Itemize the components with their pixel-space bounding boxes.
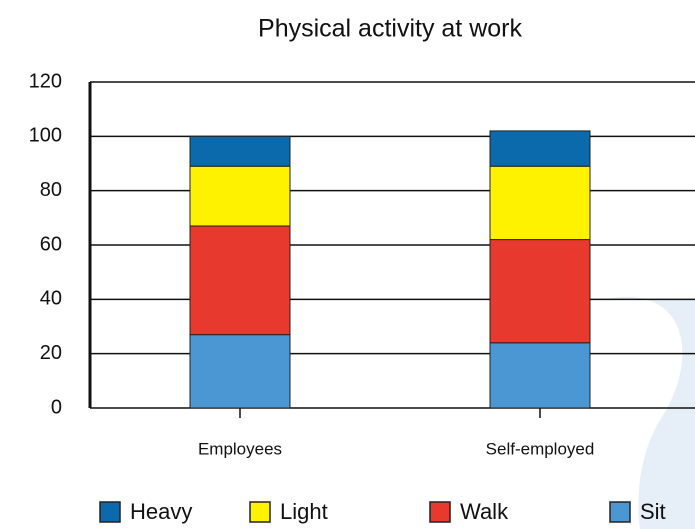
legend-swatch [609,501,631,523]
y-tick-label: 20 [40,342,62,364]
legend-label: Walk [460,499,509,524]
bar-segment [489,342,591,409]
y-tick-label: 120 [29,70,62,92]
y-tick-label: 100 [29,125,62,147]
bar-segment [489,130,591,167]
bar-segment [189,225,291,336]
bar-segment [189,334,291,409]
legend-swatch [99,501,121,523]
y-tick-label: 60 [40,233,62,255]
y-tick-label: 0 [51,396,62,418]
legend-label: Sit [640,499,666,524]
legend-swatch [429,501,451,523]
legend-label: Heavy [130,499,192,524]
chart-title: Physical activity at work [258,15,522,43]
bar-segment [489,165,591,241]
bar-segment [189,165,291,227]
y-tick-label: 40 [40,288,62,310]
bar-segment [489,239,591,344]
y-tick-label: 80 [40,179,62,201]
legend-label: Light [280,499,328,524]
legend-swatch [249,501,271,523]
bar-segment [189,135,291,167]
background-shape [600,296,695,529]
x-tick-label: Employees [198,439,282,458]
x-tick-label: Self-employed [486,439,595,458]
